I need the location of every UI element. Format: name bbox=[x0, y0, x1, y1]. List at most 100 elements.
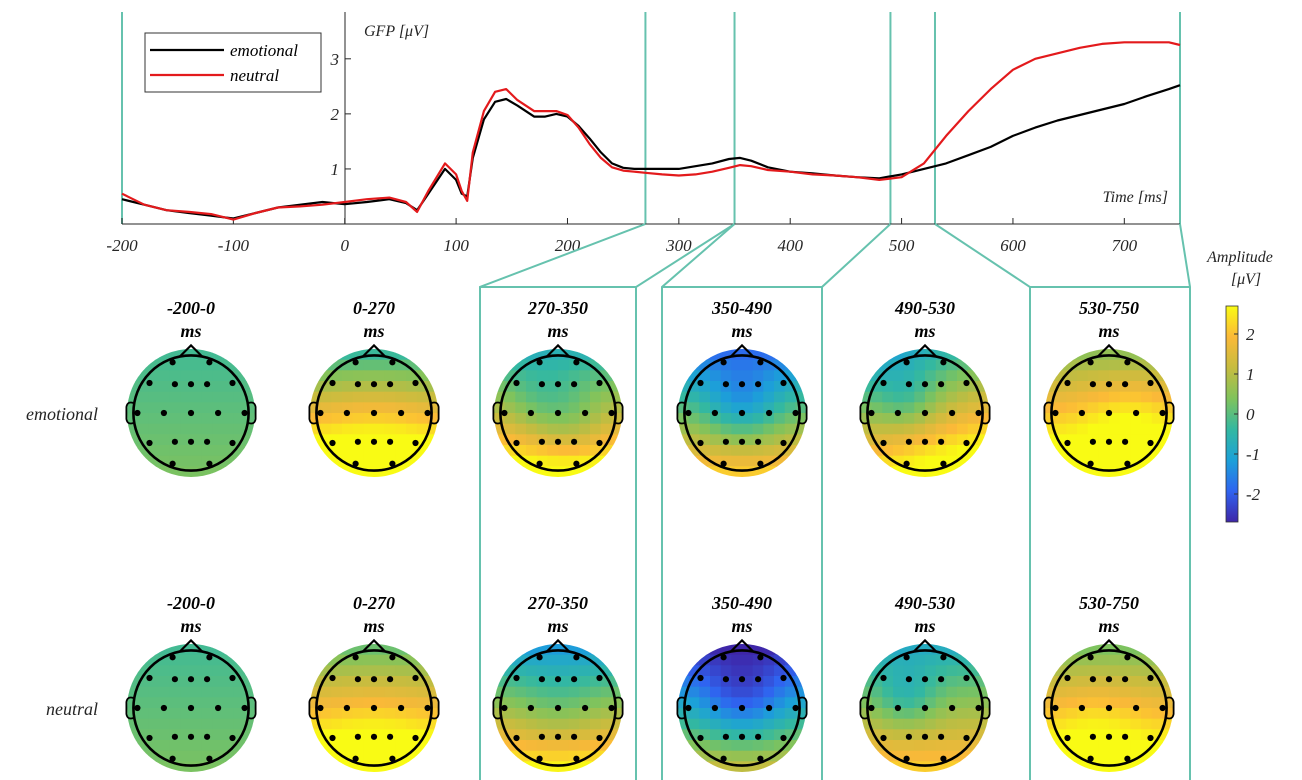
electrode-marker bbox=[949, 409, 956, 417]
ear-outline bbox=[1043, 401, 1052, 425]
electrode-marker bbox=[554, 676, 562, 683]
electrode-marker bbox=[880, 734, 887, 742]
electrode-marker bbox=[868, 704, 875, 712]
electrode-marker bbox=[204, 733, 211, 740]
electrode-marker bbox=[538, 676, 546, 683]
electrode-marker bbox=[1122, 676, 1129, 683]
electrode-marker bbox=[905, 381, 913, 388]
topomap-neutral-350-490: 350-490 ms bbox=[676, 593, 808, 772]
electrode-marker bbox=[738, 704, 746, 712]
electrode-marker bbox=[880, 674, 887, 682]
electrode-marker bbox=[738, 409, 746, 417]
electrode-marker bbox=[354, 676, 361, 683]
electrode-marker bbox=[903, 755, 910, 762]
topomap-emotional-270-350: 270-350 ms bbox=[492, 298, 624, 477]
electrode-marker bbox=[608, 409, 615, 417]
topomap-window-label: 0-270 bbox=[353, 593, 395, 613]
ear-outline bbox=[615, 401, 624, 425]
nose-outline bbox=[1097, 343, 1121, 358]
electrode-marker bbox=[949, 704, 956, 712]
electrode-marker bbox=[573, 359, 580, 366]
electrode-marker bbox=[685, 704, 692, 712]
electrode-marker bbox=[387, 733, 394, 740]
electrode-marker bbox=[963, 439, 970, 447]
ear-outline bbox=[1043, 696, 1052, 720]
electrode-marker bbox=[370, 676, 378, 683]
electrode-marker bbox=[554, 704, 562, 712]
electrode-marker bbox=[187, 381, 195, 388]
electrode-marker bbox=[215, 704, 222, 712]
topomap-window-unit: ms bbox=[547, 321, 568, 341]
electrode-marker bbox=[527, 409, 535, 417]
electrode-marker bbox=[1105, 438, 1113, 445]
electrode-marker bbox=[582, 409, 589, 417]
electrode-marker bbox=[538, 733, 546, 740]
electrode-marker bbox=[501, 409, 508, 417]
electrode-marker bbox=[940, 460, 947, 467]
electrode-marker bbox=[1147, 379, 1154, 387]
x-tick-label: 400 bbox=[777, 236, 803, 255]
window-connectors bbox=[479, 223, 1191, 780]
nose-outline bbox=[730, 343, 754, 358]
electrode-marker bbox=[940, 359, 947, 366]
head-outline bbox=[1050, 354, 1168, 472]
electrode-marker bbox=[169, 755, 176, 762]
topomap-window-label: -200-0 bbox=[167, 298, 215, 318]
electrode-marker bbox=[921, 409, 929, 417]
electrode-marker bbox=[412, 674, 419, 682]
topomap-window-unit: ms bbox=[363, 321, 384, 341]
nose-outline bbox=[179, 343, 203, 358]
electrode-marker bbox=[1064, 439, 1071, 447]
topomap-window-label: 270-350 bbox=[527, 593, 588, 613]
electrode-marker bbox=[1133, 409, 1140, 417]
topomap-window-label: 490-530 bbox=[894, 593, 955, 613]
electrode-marker bbox=[940, 654, 947, 661]
topomap-emotional-0-270: 0-270 ms bbox=[308, 298, 440, 477]
nose-outline bbox=[179, 638, 203, 653]
electrode-marker bbox=[903, 654, 910, 661]
x-tick-label: 500 bbox=[889, 236, 915, 255]
electrode-marker bbox=[921, 438, 929, 445]
ear-outline bbox=[799, 401, 808, 425]
electrode-marker bbox=[571, 676, 578, 683]
electrode-marker bbox=[766, 409, 773, 417]
electrode-marker bbox=[685, 409, 692, 417]
topomap-field bbox=[310, 644, 438, 772]
electrode-marker bbox=[229, 439, 236, 447]
electrode-marker bbox=[757, 460, 764, 467]
electrode-marker bbox=[573, 755, 580, 762]
electrode-marker bbox=[780, 379, 787, 387]
electrode-marker bbox=[722, 381, 730, 388]
electrode-marker bbox=[738, 381, 746, 388]
electrode-marker bbox=[938, 438, 945, 445]
ear-outline bbox=[615, 696, 624, 720]
electrode-marker bbox=[229, 674, 236, 682]
topomap-neutral-0-270: 0-270 ms bbox=[308, 593, 440, 772]
electrode-marker bbox=[571, 438, 578, 445]
electrode-marker bbox=[1064, 379, 1071, 387]
head-outline bbox=[866, 354, 984, 472]
electrode-marker bbox=[1105, 676, 1113, 683]
colorbar-tick-label: 2 bbox=[1246, 325, 1255, 344]
electrode-marker bbox=[921, 381, 929, 388]
head-outline bbox=[499, 649, 617, 767]
topomap-window-label: 0-270 bbox=[353, 298, 395, 318]
electrode-marker bbox=[792, 704, 799, 712]
nose-outline bbox=[913, 638, 937, 653]
electrode-marker bbox=[370, 733, 378, 740]
ear-outline bbox=[248, 696, 257, 720]
electrode-marker bbox=[755, 438, 762, 445]
colorbar-title-line2: [μV] bbox=[1231, 271, 1261, 288]
electrode-marker bbox=[554, 409, 562, 417]
electrode-marker bbox=[513, 439, 520, 447]
legend: emotional neutral bbox=[144, 32, 322, 93]
electrode-marker bbox=[387, 438, 394, 445]
electrode-marker bbox=[905, 676, 913, 683]
electrode-marker bbox=[880, 379, 887, 387]
electrode-marker bbox=[1124, 654, 1131, 661]
electrode-marker bbox=[387, 676, 394, 683]
electrode-marker bbox=[554, 381, 562, 388]
ear-outline bbox=[799, 696, 808, 720]
electrode-marker bbox=[1147, 439, 1154, 447]
electrode-marker bbox=[554, 733, 562, 740]
